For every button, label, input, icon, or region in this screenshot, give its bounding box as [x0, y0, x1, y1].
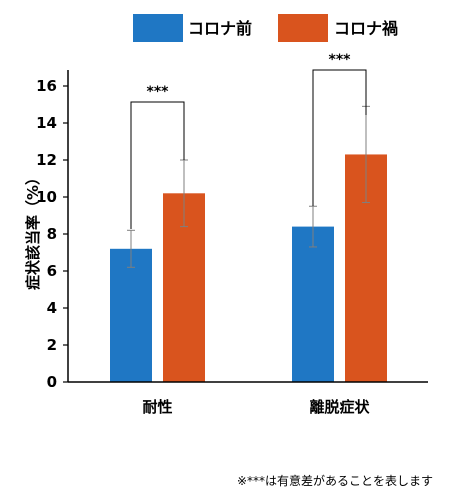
legend-swatch: [278, 14, 328, 42]
category-labels: 耐性 離脱症状: [142, 398, 370, 416]
significance-bracket: [312, 69, 367, 206]
y-tick-label: 16: [36, 77, 57, 95]
bars: [110, 154, 387, 382]
footnote: ※***は有意差があることを表します: [237, 474, 434, 488]
y-axis-ticks: 0 2 4 6 8 10 12 14 16: [36, 77, 68, 391]
y-tick-label: 8: [47, 225, 57, 243]
y-axis-label: 症状該当率（%）: [24, 170, 42, 290]
y-tick-label: 4: [47, 299, 57, 317]
y-tick-label: 6: [47, 262, 57, 280]
bar-before-0: [110, 248, 152, 382]
significance-bracket: [130, 101, 185, 229]
legend-label: コロナ前: [188, 19, 252, 38]
y-tick-label: 10: [36, 188, 57, 206]
significance-brackets: *** ***: [130, 52, 367, 229]
y-tick-label: 0: [47, 373, 57, 391]
legend: コロナ前 コロナ禍: [133, 14, 398, 42]
bar-before-1: [292, 226, 334, 382]
significance-marker: ***: [147, 84, 170, 100]
legend-label: コロナ禍: [334, 19, 398, 38]
y-tick-label: 14: [36, 114, 57, 132]
legend-swatch: [133, 14, 183, 42]
category-label: 離脱症状: [309, 398, 370, 416]
significance-marker: ***: [329, 52, 352, 68]
category-label: 耐性: [142, 398, 172, 416]
error-bars: [127, 105, 370, 268]
y-tick-label: 12: [36, 151, 57, 169]
y-tick-label: 2: [47, 336, 57, 354]
